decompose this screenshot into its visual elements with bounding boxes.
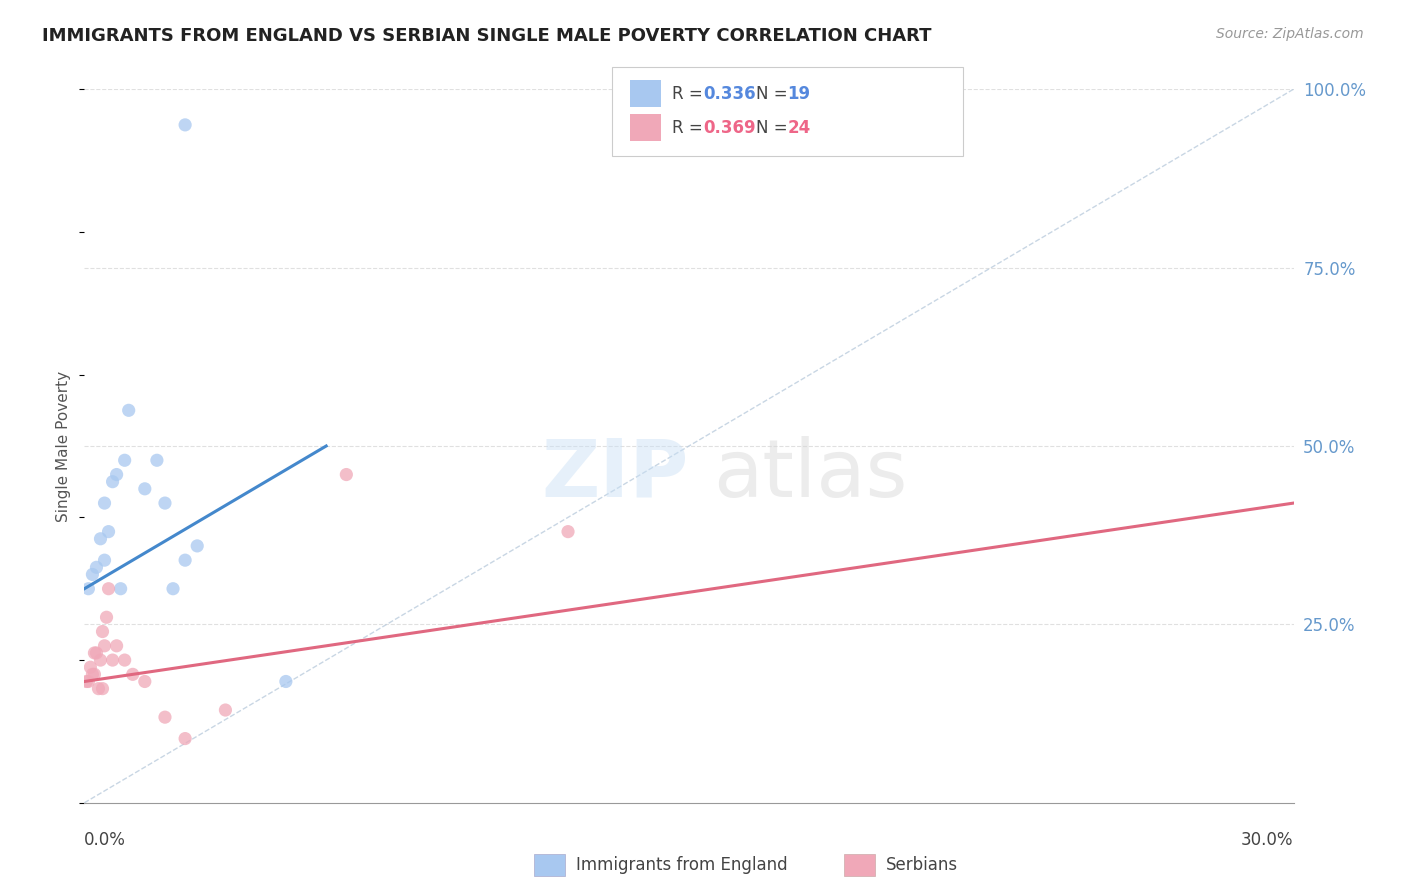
Text: ZIP: ZIP <box>541 435 689 514</box>
Point <box>93 639 115 653</box>
Point <box>146 453 169 467</box>
Point <box>134 674 156 689</box>
Point <box>91 681 114 696</box>
Text: N =: N = <box>756 85 793 103</box>
Point <box>153 496 176 510</box>
Point <box>186 539 208 553</box>
Text: 0.0%: 0.0% <box>84 831 127 849</box>
Y-axis label: Single Male Poverty: Single Male Poverty <box>56 370 72 522</box>
Point <box>97 524 120 539</box>
Text: Source: ZipAtlas.com: Source: ZipAtlas.com <box>1216 27 1364 41</box>
Point <box>174 553 197 567</box>
Point <box>174 118 197 132</box>
Point <box>89 532 111 546</box>
Text: IMMIGRANTS FROM ENGLAND VS SERBIAN SINGLE MALE POVERTY CORRELATION CHART: IMMIGRANTS FROM ENGLAND VS SERBIAN SINGL… <box>42 27 932 45</box>
Point <box>77 674 100 689</box>
Point <box>101 653 124 667</box>
Point <box>174 731 197 746</box>
Point <box>77 582 100 596</box>
Point <box>75 674 97 689</box>
Text: R =: R = <box>672 85 709 103</box>
Text: N =: N = <box>756 119 793 136</box>
Point <box>118 403 141 417</box>
Point <box>87 681 110 696</box>
Point <box>114 453 136 467</box>
Point <box>82 567 104 582</box>
Point <box>110 582 132 596</box>
Point <box>83 667 105 681</box>
Point <box>83 646 105 660</box>
Text: Serbians: Serbians <box>886 856 957 874</box>
Point <box>93 496 115 510</box>
Point <box>105 467 128 482</box>
Point <box>557 524 579 539</box>
Point <box>86 646 108 660</box>
Text: Immigrants from England: Immigrants from England <box>576 856 789 874</box>
Point <box>89 653 111 667</box>
Point <box>214 703 236 717</box>
Point <box>134 482 156 496</box>
Text: atlas: atlas <box>713 435 907 514</box>
Point <box>91 624 114 639</box>
Point <box>97 582 120 596</box>
Point <box>93 553 115 567</box>
Point <box>335 467 357 482</box>
Point <box>86 560 108 574</box>
Point <box>96 610 118 624</box>
Point <box>114 653 136 667</box>
Point <box>101 475 124 489</box>
Point <box>153 710 176 724</box>
Point <box>162 582 184 596</box>
Text: 0.369: 0.369 <box>703 119 755 136</box>
Point <box>274 674 297 689</box>
Text: 19: 19 <box>787 85 810 103</box>
Text: R =: R = <box>672 119 709 136</box>
Point <box>82 667 104 681</box>
Point <box>121 667 143 681</box>
Point <box>79 660 101 674</box>
Text: 30.0%: 30.0% <box>1241 831 1294 849</box>
Point <box>105 639 128 653</box>
Text: 24: 24 <box>787 119 811 136</box>
Text: 0.336: 0.336 <box>703 85 755 103</box>
